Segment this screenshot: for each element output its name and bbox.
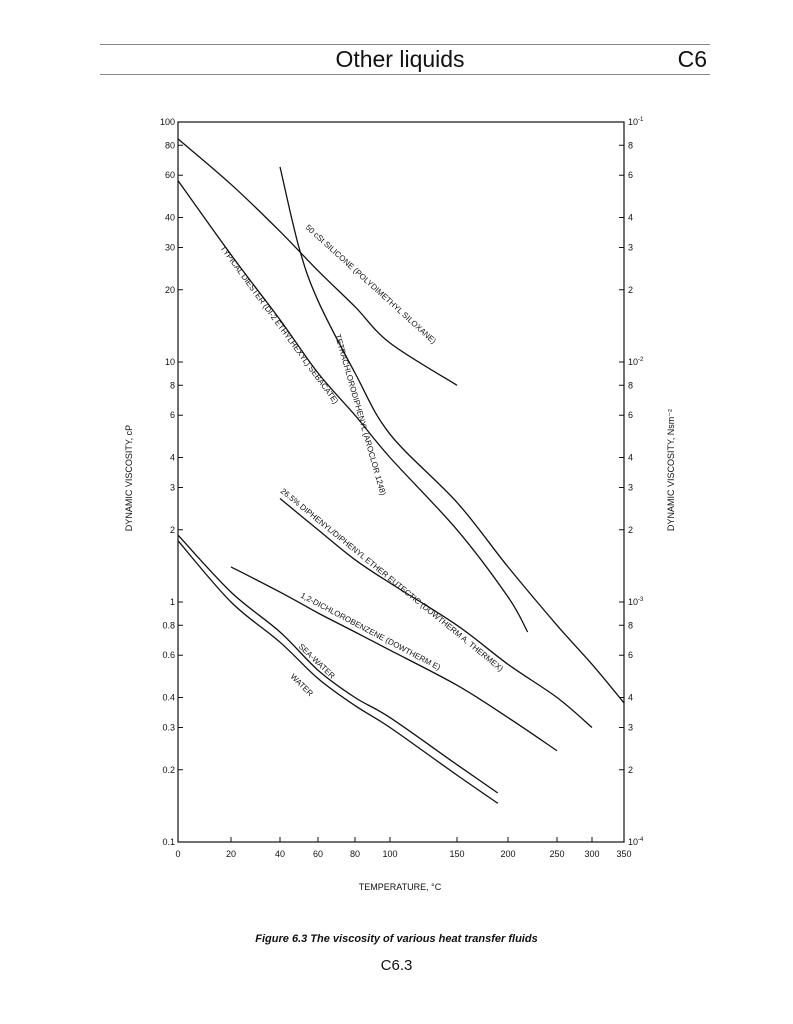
y-right-tick-label: 6 <box>628 170 633 180</box>
figure-caption: Figure 6.3 The viscosity of various heat… <box>255 933 538 945</box>
x-tick-label: 300 <box>584 849 599 859</box>
x-tick-label: 150 <box>449 849 464 859</box>
x-axis: 0 20 40 60 80 100 150 200 250 300 350 <box>175 837 632 859</box>
y-right-tick-label: 4 <box>628 213 633 223</box>
y-tick-label: 60 <box>165 170 175 180</box>
y-axis-label-right: DYNAMIC VISCOSITY, Nsm⁻² <box>666 409 676 531</box>
y-right-tick-label: 10-2 <box>628 357 644 367</box>
y-axis-label-left: DYNAMIC VISCOSITY, cP <box>124 425 134 531</box>
y-right-tick-label: 6 <box>628 650 633 660</box>
y-right-tick-label: 8 <box>628 380 633 390</box>
x-tick-label: 60 <box>313 849 323 859</box>
x-tick-label: 0 <box>175 849 180 859</box>
y-axis-left: 0.1 0.2 0.3 0.4 0.6 0.8 1 2 3 4 6 8 10 20 30 40 60 80 100 <box>160 117 183 847</box>
x-tick-label: 20 <box>226 849 236 859</box>
y-tick-label: 10 <box>165 357 175 367</box>
series-dowtherm-a <box>279 497 593 728</box>
y-axis-right: 10-4 2 3 4 6 8 10-3 2 3 4 6 8 10-2 2 3 4 6 8 10-1 <box>619 117 644 847</box>
header-rule-bottom <box>100 74 710 75</box>
y-right-tick-label: 2 <box>628 765 633 775</box>
y-right-tick-label: 8 <box>628 620 633 630</box>
x-axis-label: TEMPERATURE, °C <box>359 882 442 892</box>
series-water <box>177 540 499 804</box>
x-tick-label: 100 <box>382 849 397 859</box>
y-tick-label: 100 <box>160 117 175 127</box>
y-tick-label: 40 <box>165 213 175 223</box>
y-right-tick-label: 3 <box>628 482 633 492</box>
series-label: SEA-WATER <box>297 642 337 681</box>
series-label: TYPICAL DIESTER (DI-2 ETHYLHEXYL) SEBACA… <box>218 244 340 406</box>
y-tick-label: 0.4 <box>162 693 175 703</box>
y-tick-label: 20 <box>165 285 175 295</box>
y-tick-label: 4 <box>170 453 175 463</box>
series-label: WATER <box>289 672 315 698</box>
x-tick-label: 200 <box>500 849 515 859</box>
series-diester <box>177 180 529 633</box>
y-tick-label: 30 <box>165 242 175 252</box>
y-tick-label: 6 <box>170 410 175 420</box>
x-tick-label: 250 <box>549 849 564 859</box>
series-dowtherm-e <box>230 566 558 752</box>
y-right-tick-label: 3 <box>628 722 633 732</box>
y-right-tick-label: 2 <box>628 285 633 295</box>
y-right-tick-label: 2 <box>628 525 633 535</box>
series-label: 50 cSt SILICONE (POLYDIMETHYL SILOXANE) <box>304 223 438 346</box>
y-right-tick-label: 10-4 <box>628 837 644 847</box>
y-right-tick-label: 10-1 <box>628 117 644 127</box>
header-rule-top <box>100 44 710 45</box>
y-tick-label: 0.2 <box>162 765 175 775</box>
y-tick-label: 0.3 <box>162 722 175 732</box>
y-right-tick-label: 8 <box>628 140 633 150</box>
x-tick-label: 40 <box>275 849 285 859</box>
series-lines <box>177 138 625 804</box>
y-tick-label: 0.1 <box>162 837 175 847</box>
y-tick-label: 2 <box>170 525 175 535</box>
series-silicone <box>177 138 458 386</box>
y-right-tick-label: 4 <box>628 453 633 463</box>
x-tick-label: 350 <box>616 849 631 859</box>
series-sea-water <box>177 534 499 794</box>
y-right-tick-label: 6 <box>628 410 633 420</box>
y-tick-label: 8 <box>170 380 175 390</box>
page-header-section: C6 <box>677 46 707 72</box>
x-tick-label: 80 <box>350 849 360 859</box>
page-number: C6.3 <box>380 957 413 974</box>
plot-border <box>177 121 625 843</box>
page-header-title: Other liquids <box>335 46 465 72</box>
y-right-tick-label: 4 <box>628 693 633 703</box>
y-tick-label: 3 <box>170 482 175 492</box>
series-aroclor <box>279 166 625 704</box>
y-right-tick-label: 10-3 <box>628 597 644 607</box>
y-tick-label: 0.6 <box>162 650 175 660</box>
y-right-tick-label: 3 <box>628 242 633 252</box>
plot-frame <box>177 121 625 843</box>
y-tick-label: 1 <box>170 597 175 607</box>
series-label: TETRACHLORODIPHENYL (AROCLOR 1248) <box>333 333 388 497</box>
y-tick-label: 0.8 <box>162 620 175 630</box>
y-tick-label: 80 <box>165 140 175 150</box>
